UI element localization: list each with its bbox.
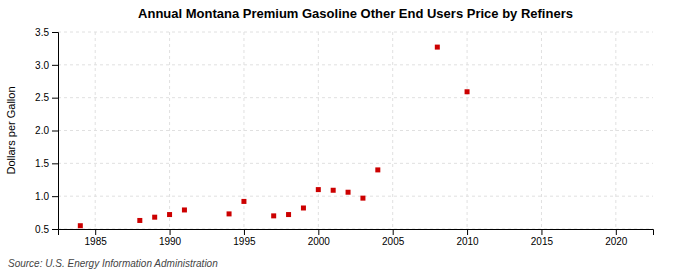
tick-label: 2.0 <box>35 125 49 136</box>
tick: 1990 <box>159 229 182 247</box>
tick: 2.5 <box>35 92 58 103</box>
tick-label: 1.5 <box>35 158 49 169</box>
x-axis: 1985 1990 1995 2000 2005 2010 2015 2020 <box>59 229 654 247</box>
tick: 2015 <box>531 229 554 247</box>
grid-line-x <box>169 32 170 229</box>
tick-mark <box>52 32 58 33</box>
tick-mark <box>52 163 58 164</box>
point <box>286 212 291 217</box>
point <box>78 223 83 228</box>
point <box>375 167 380 172</box>
tick: 1995 <box>233 229 256 247</box>
plot: 1985 1990 1995 2000 2005 2010 2015 2020 0.5 1.0 1.… <box>35 27 653 247</box>
point <box>137 218 142 223</box>
tick-mark <box>170 229 171 235</box>
title: Annual Montana Premium Gasoline Other En… <box>138 6 573 21</box>
grid-line-x <box>392 32 393 229</box>
tick-mark <box>393 229 394 235</box>
y-axis-title: Dollars per Gallon <box>5 86 17 174</box>
grid-line-y <box>58 32 653 33</box>
tick: 2010 <box>456 229 479 247</box>
tick: 0.5 <box>35 224 58 235</box>
tick-mark <box>52 65 58 66</box>
point <box>360 196 365 201</box>
tick-mark <box>52 98 58 99</box>
tick-label: 2015 <box>531 236 554 247</box>
tick: 2.0 <box>35 125 58 136</box>
grid-line-y <box>58 196 653 197</box>
points <box>78 45 470 229</box>
tick: 2000 <box>308 229 331 247</box>
tick-label: 1985 <box>85 236 108 247</box>
point <box>152 215 157 220</box>
point <box>331 188 336 193</box>
tick-mark <box>52 229 58 230</box>
grid-line-x <box>541 32 542 229</box>
tick-mark <box>244 229 245 235</box>
tick: 1.0 <box>35 191 58 202</box>
tick-mark <box>95 229 96 235</box>
tick: 3.0 <box>35 60 58 71</box>
grid-line-y <box>58 163 653 164</box>
tick-label: 2005 <box>382 236 405 247</box>
axis-line <box>59 230 654 236</box>
tick-mark <box>318 229 319 235</box>
tick: 3.5 <box>35 27 58 38</box>
source-note: Source: U.S. Energy Information Administ… <box>8 258 218 269</box>
grid-line-y <box>58 97 653 98</box>
tick-label: 1.0 <box>35 191 49 202</box>
grid <box>58 32 653 229</box>
tick-mark <box>616 229 617 235</box>
point <box>227 211 232 216</box>
tick: 1.5 <box>35 158 58 169</box>
grid-line-y <box>58 130 653 131</box>
point <box>241 199 246 204</box>
tick-label: 0.5 <box>35 224 49 235</box>
axis-line <box>52 33 59 230</box>
point <box>316 187 321 192</box>
tick-label: 2010 <box>456 236 479 247</box>
tick: 1985 <box>85 229 108 247</box>
tick-mark <box>541 229 542 235</box>
tick: 2005 <box>382 229 405 247</box>
tick-label: 2020 <box>605 236 628 247</box>
tick: 2020 <box>605 229 628 247</box>
tick-label: 1995 <box>233 236 256 247</box>
tick-mark <box>467 229 468 235</box>
point <box>167 212 172 217</box>
tick-label: 2.5 <box>35 92 49 103</box>
point <box>346 190 351 195</box>
point <box>465 89 470 94</box>
tick-label: 2000 <box>308 236 331 247</box>
point <box>271 213 276 218</box>
tick-label: 3.5 <box>35 27 49 38</box>
y-axis: 0.5 1.0 1.5 2.0 2.5 3.0 3.5 <box>35 27 58 235</box>
point <box>435 45 440 50</box>
tick-mark <box>52 131 58 132</box>
tick-label: 1990 <box>159 236 182 247</box>
tick-label: 3.0 <box>35 60 49 71</box>
grid-line-y <box>58 64 653 65</box>
point <box>301 205 306 210</box>
chart: 1985 1990 1995 2000 2005 2010 2015 2020 0.5 1.0 1.… <box>0 0 675 275</box>
point <box>182 207 187 212</box>
tick-mark <box>52 196 58 197</box>
